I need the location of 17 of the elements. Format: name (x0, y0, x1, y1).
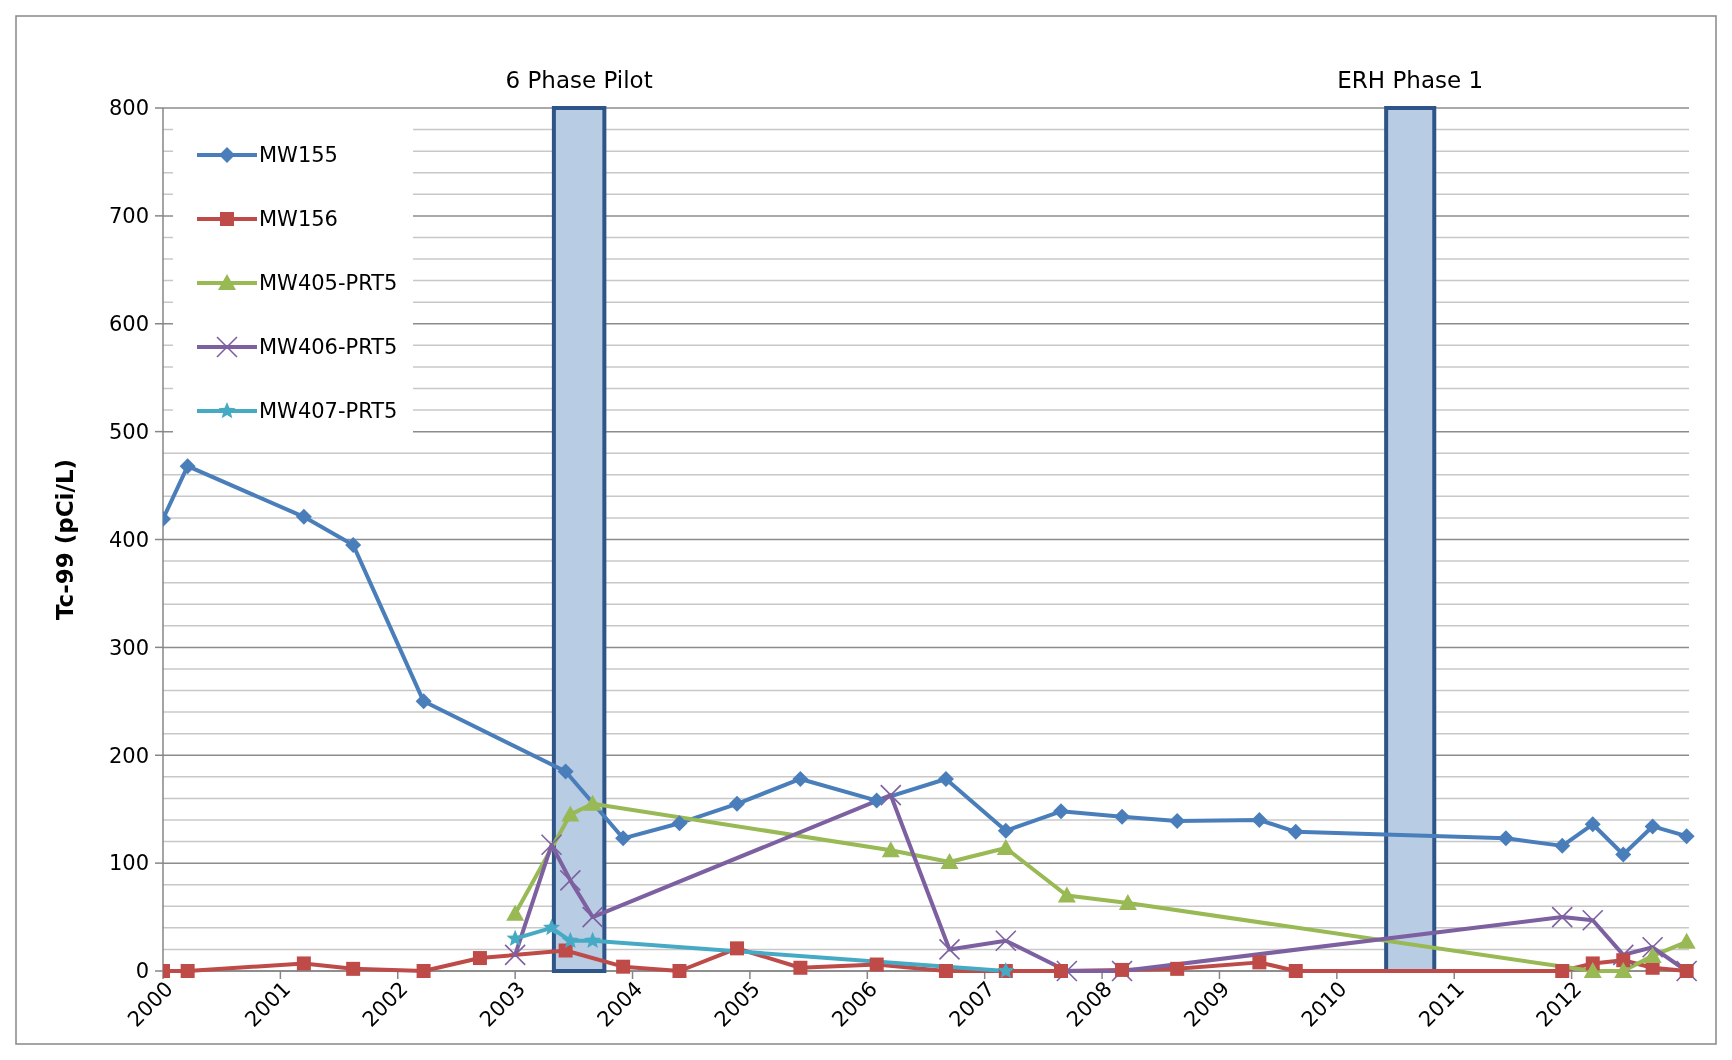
band-label: ERH Phase 1 (1337, 67, 1484, 93)
y-tick-label: 400 (108, 527, 149, 552)
y-tick-label: 0 (135, 959, 149, 984)
legend-label: MW155 (259, 143, 338, 168)
y-axis-title: Tc-99 (pCi/L) (52, 458, 78, 621)
y-tick-label: 100 (108, 851, 149, 876)
legend-label: MW156 (259, 207, 338, 232)
y-tick-label: 200 (108, 743, 149, 768)
y-tick-label: 800 (108, 96, 149, 121)
y-tick-label: 700 (108, 204, 149, 229)
legend-label: MW407-PRT5 (259, 399, 398, 424)
legend-label: MW406-PRT5 (259, 335, 398, 360)
legend-label: MW405-PRT5 (259, 271, 398, 296)
band-label: 6 Phase Pilot (505, 67, 653, 93)
y-tick-label: 600 (108, 312, 149, 337)
y-tick-label: 500 (108, 419, 149, 444)
y-tick-label: 300 (108, 635, 149, 660)
